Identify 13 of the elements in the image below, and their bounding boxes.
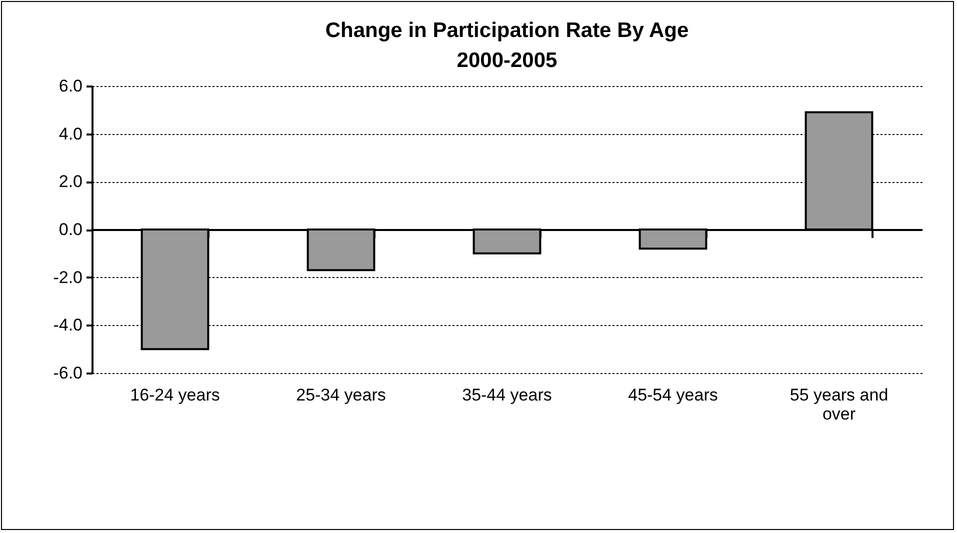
chart-title: Change in Participation Rate By Age 2000-2005	[325, 19, 689, 72]
y-tick-label: 6.0	[58, 76, 82, 96]
y-tick-label: -2.0	[53, 268, 82, 287]
y-tick-label: -4.0	[53, 316, 82, 335]
x-tick-label: 55 years and over	[790, 386, 888, 424]
x-tick-label: 16-24 years	[130, 386, 220, 404]
y-tick-label: 2.0	[58, 172, 82, 192]
y-tick-label: 4.0	[58, 124, 82, 144]
x-tick-label: 45-54 years	[628, 386, 718, 404]
y-tick-label: -6.0	[53, 364, 82, 382]
x-tick-label: 35-44 years	[462, 386, 552, 404]
y-tick-label: 0.0	[58, 220, 82, 239]
x-tick-label: 25-34 years	[296, 386, 386, 404]
